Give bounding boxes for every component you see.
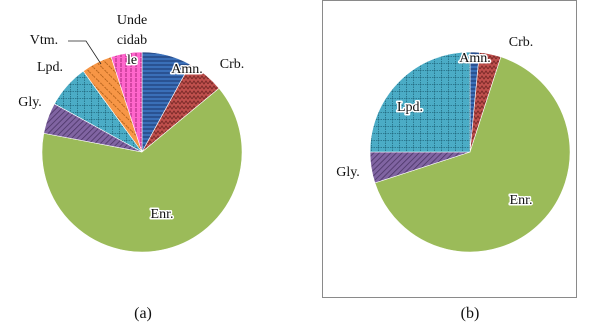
pie-a-label-lpd: Lpd.	[37, 60, 63, 75]
pie-a-label-enr: Enr.	[151, 207, 174, 222]
pie-b-label-enr: Enr.	[510, 193, 533, 208]
pie-a-label-vtm: Vtm.	[30, 33, 58, 48]
pie-b-slice-enr	[374, 56, 571, 253]
pie-a-slice-enr	[41, 87, 243, 253]
pie-b-label-crb: Crb.	[509, 35, 534, 50]
chart-b-frame	[322, 0, 577, 298]
caption-b: (b)	[461, 305, 480, 322]
pie-b-label-lpd: Lpd.	[397, 100, 423, 115]
pie-chart-a: Amn. Crb. Enr. Gly. Lpd. Vtm. Unde cidab le	[17, 12, 246, 253]
pie-a-label-amn: Amn.	[171, 62, 203, 77]
pie-b-label-gly: Gly.	[336, 165, 360, 180]
pie-b-label-amn: Amn.	[459, 51, 491, 66]
pie-a-label-crb: Crb.	[220, 57, 245, 72]
pie-chart-b: Amn. Crb. Enr. Gly. Lpd.	[335, 34, 571, 253]
pie-a-label-unde-cidab-le: Unde cidab le	[117, 13, 147, 68]
pie-a-label-gly: Gly.	[18, 95, 42, 110]
pie-a-leader-line	[68, 40, 102, 65]
pie-a-slice-unde-cidab-le	[110, 51, 143, 153]
caption-a: (a)	[134, 305, 152, 322]
pie-b-slice-lpd	[369, 51, 471, 153]
